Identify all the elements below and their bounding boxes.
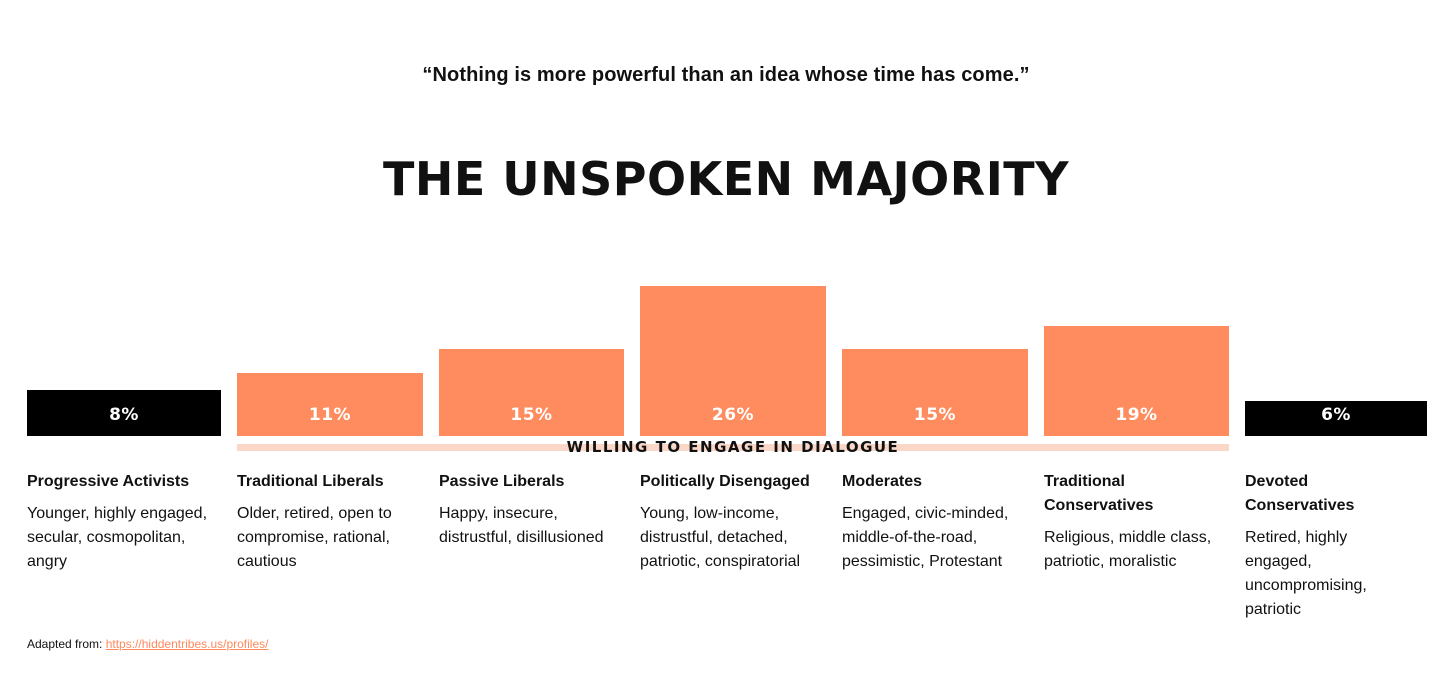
bar-value-label: 8% [109, 405, 139, 425]
group-description: Retired, highly engaged, uncompromising,… [1245, 529, 1367, 618]
group-traditional-conservatives: Traditional Conservatives Religious, midd… [1044, 470, 1235, 574]
dialogue-label: WILLING TO ENGAGE IN DIALOGUE [566, 438, 900, 456]
bar-value-label: 15% [913, 405, 957, 425]
quote: “Nothing is more powerful than an idea w… [422, 64, 1030, 86]
group-name: Passive Liberals [439, 473, 565, 490]
group-description: Younger, highly engaged, secular, cosmop… [27, 505, 208, 570]
chart-title: THE UNSPOKEN MAJORITY [382, 152, 1069, 206]
bar-moderates: 15% [842, 349, 1028, 436]
group-name: Politically Disengaged [640, 473, 810, 490]
group-traditional-liberals: Traditional Liberals Older, retired, open… [237, 470, 429, 574]
source-prefix: Adapted from: [27, 637, 106, 651]
bar-traditional-conservatives: 19% [1044, 326, 1229, 436]
group-name: Devoted Conservatives [1245, 473, 1355, 514]
source-note: Adapted from: https://hiddentribes.us/pr… [27, 637, 268, 651]
source-link[interactable]: https://hiddentribes.us/profiles/ [105, 637, 269, 651]
bar-value-label: 26% [711, 405, 755, 425]
group-name: Progressive Activists [27, 473, 190, 490]
bar-value-label: 15% [510, 405, 553, 425]
group-description: Religious, middle class, patriotic, mora… [1044, 529, 1212, 570]
group-passive-liberals: Passive Liberals Happy, insecure, distrus… [439, 470, 630, 550]
group-progressive-activists: Progressive Activists Younger, highly eng… [27, 470, 227, 574]
group-name: Traditional Conservatives [1044, 473, 1154, 514]
group-devoted-conservatives: Devoted Conservatives Retired, highly eng… [1245, 470, 1395, 622]
bar-politically-disengaged: 26% [640, 286, 826, 436]
group-name: Moderates [842, 473, 923, 490]
bar-progressive-activists: 8% [27, 390, 221, 436]
bar-value-label: 6% [1321, 405, 1351, 425]
bar-traditional-liberals: 11% [237, 373, 423, 436]
bar-passive-liberals: 15% [439, 349, 624, 436]
bar-value-label: 11% [308, 405, 352, 425]
group-description: Happy, insecure, distrustful, disillusio… [439, 505, 604, 546]
bar-value-label: 19% [1115, 405, 1158, 425]
group-politically-disengaged: Politically Disengaged Young, low-income,… [640, 470, 832, 574]
dialogue-band [237, 444, 1229, 451]
bar-devoted-conservatives: 6% [1245, 401, 1427, 436]
group-description: Older, retired, open to compromise, rati… [237, 505, 392, 570]
group-description: Engaged, civic-minded, middle-of-the-roa… [842, 505, 1009, 570]
group-moderates: Moderates Engaged, civic-minded, middle-o… [842, 470, 1034, 574]
group-description: Young, low-income, distrustful, detached… [640, 505, 801, 570]
group-name: Traditional Liberals [237, 473, 384, 490]
